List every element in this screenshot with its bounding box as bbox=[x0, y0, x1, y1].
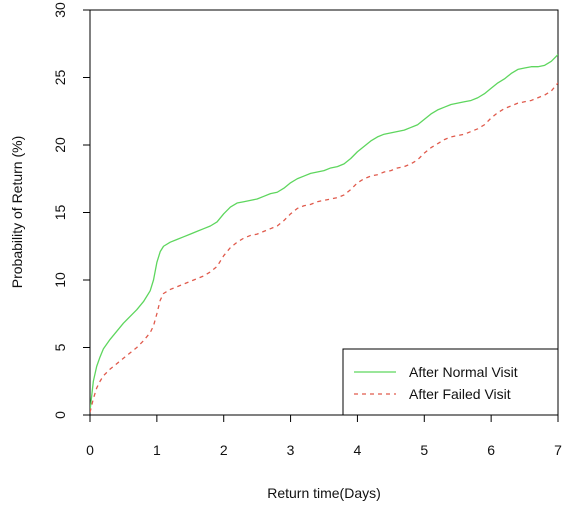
legend-label-after-normal-visit: After Normal Visit bbox=[409, 364, 518, 380]
y-axis-title: Probability of Return (%) bbox=[9, 136, 25, 289]
y-tick-label: 30 bbox=[52, 2, 68, 18]
x-tick-label: 6 bbox=[487, 442, 495, 458]
legend-label-after-failed-visit: After Failed Visit bbox=[409, 386, 511, 402]
x-axis-title: Return time(Days) bbox=[267, 485, 381, 501]
x-tick-label: 7 bbox=[554, 442, 562, 458]
x-tick-label: 0 bbox=[86, 442, 94, 458]
series-line-after-failed-visit bbox=[90, 82, 558, 413]
y-axis: 0 5 10 15 20 25 30 bbox=[52, 2, 90, 419]
x-tick-label: 3 bbox=[287, 442, 295, 458]
y-tick-label: 20 bbox=[52, 137, 68, 153]
x-tick-label: 4 bbox=[354, 442, 362, 458]
x-tick-label: 1 bbox=[153, 442, 161, 458]
y-tick-label: 0 bbox=[52, 411, 68, 419]
x-tick-label: 5 bbox=[420, 442, 428, 458]
y-tick-label: 5 bbox=[52, 343, 68, 351]
y-tick-label: 10 bbox=[52, 272, 68, 288]
x-axis: 0 1 2 3 4 5 6 7 bbox=[86, 415, 562, 458]
series-line-after-normal-visit bbox=[90, 54, 558, 412]
x-tick-label: 2 bbox=[220, 442, 228, 458]
y-tick-label: 15 bbox=[52, 205, 68, 221]
series-layer bbox=[90, 54, 558, 413]
legend-box bbox=[342, 348, 559, 416]
legend: After Normal Visit After Failed Visit bbox=[342, 348, 559, 416]
y-tick-label: 25 bbox=[52, 70, 68, 86]
